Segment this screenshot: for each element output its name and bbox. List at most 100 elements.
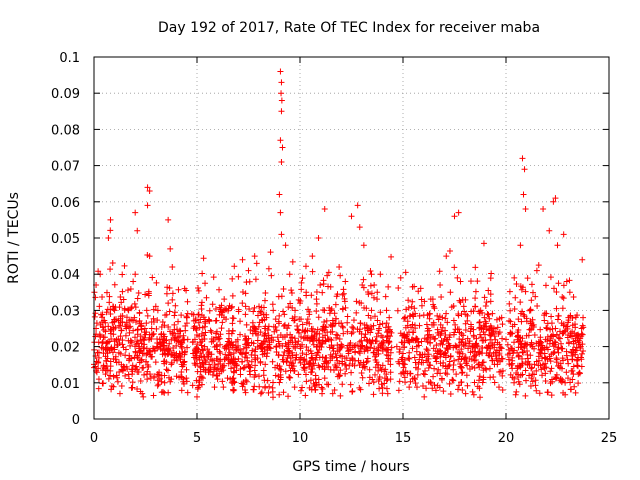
data-point	[399, 360, 406, 367]
data-point	[428, 380, 435, 387]
data-points	[91, 68, 587, 401]
data-point	[119, 271, 126, 278]
data-point	[239, 383, 246, 390]
data-point	[576, 337, 583, 344]
data-point	[316, 364, 323, 371]
data-point	[198, 336, 205, 343]
data-point	[299, 350, 306, 357]
data-point	[136, 359, 143, 366]
data-point	[542, 370, 549, 377]
y-tick-label: 0.01	[51, 377, 80, 392]
data-point	[467, 328, 474, 335]
data-point	[320, 323, 327, 330]
data-point	[344, 313, 351, 320]
data-point	[535, 262, 542, 269]
data-point	[142, 358, 149, 365]
data-point	[318, 343, 325, 350]
data-point	[370, 379, 377, 386]
data-point	[184, 298, 191, 305]
data-point	[396, 378, 403, 385]
data-point	[446, 332, 453, 339]
data-point	[212, 305, 219, 312]
data-point	[141, 341, 148, 348]
y-tick-label: 0.09	[51, 87, 80, 102]
data-point	[395, 387, 402, 394]
data-point	[358, 300, 365, 307]
data-point	[319, 385, 326, 392]
data-point	[479, 350, 486, 357]
data-point	[170, 345, 177, 352]
data-point	[469, 343, 476, 350]
data-point	[272, 372, 279, 379]
data-point	[245, 267, 252, 274]
data-point	[455, 349, 462, 356]
data-point	[374, 346, 381, 353]
data-point	[134, 295, 141, 302]
data-point	[478, 334, 485, 341]
data-point	[550, 198, 557, 205]
data-point	[450, 303, 457, 310]
data-point	[328, 337, 335, 344]
data-point	[100, 326, 107, 333]
data-point	[232, 338, 239, 345]
data-point	[129, 362, 136, 369]
data-point	[514, 362, 521, 369]
data-point	[111, 338, 118, 345]
data-point	[276, 391, 283, 398]
data-point	[277, 371, 284, 378]
data-point	[333, 354, 340, 361]
data-point	[399, 369, 406, 376]
data-point	[553, 305, 560, 312]
data-point	[95, 376, 102, 383]
data-point	[197, 350, 204, 357]
data-point	[303, 351, 310, 358]
data-point	[575, 380, 582, 387]
data-point	[456, 353, 463, 360]
data-point	[506, 350, 513, 357]
data-point	[386, 314, 393, 321]
data-point	[305, 306, 312, 313]
data-point	[544, 389, 551, 396]
data-point	[183, 314, 190, 321]
data-point	[298, 387, 305, 394]
data-point	[434, 326, 441, 333]
data-point	[507, 371, 514, 378]
data-point	[402, 314, 409, 321]
data-point	[527, 326, 534, 333]
data-point	[463, 360, 470, 367]
data-point	[434, 382, 441, 389]
data-point	[124, 287, 131, 294]
data-point	[381, 380, 388, 387]
data-point	[524, 351, 531, 358]
data-point	[553, 355, 560, 362]
data-point	[577, 343, 584, 350]
data-point	[550, 350, 557, 357]
data-point	[163, 290, 170, 297]
data-point	[547, 368, 554, 375]
data-point	[499, 372, 506, 379]
data-point	[446, 380, 453, 387]
data-point	[548, 313, 555, 320]
data-point	[273, 349, 280, 356]
data-point	[533, 367, 540, 374]
data-point	[159, 318, 166, 325]
data-point	[366, 366, 373, 373]
data-point	[111, 281, 118, 288]
data-point	[312, 376, 319, 383]
data-point	[164, 351, 171, 358]
data-point	[183, 375, 190, 382]
data-point	[198, 299, 205, 306]
data-point	[479, 337, 486, 344]
data-point	[179, 363, 186, 370]
data-point	[377, 271, 384, 278]
data-point	[98, 344, 105, 351]
data-point	[550, 285, 557, 292]
data-point	[257, 308, 264, 315]
data-point	[254, 312, 261, 319]
data-point	[488, 270, 495, 277]
data-point	[528, 339, 535, 346]
data-point	[450, 317, 457, 324]
data-point	[230, 375, 237, 382]
data-point	[418, 302, 425, 309]
y-tick-label: 0.04	[51, 268, 80, 283]
